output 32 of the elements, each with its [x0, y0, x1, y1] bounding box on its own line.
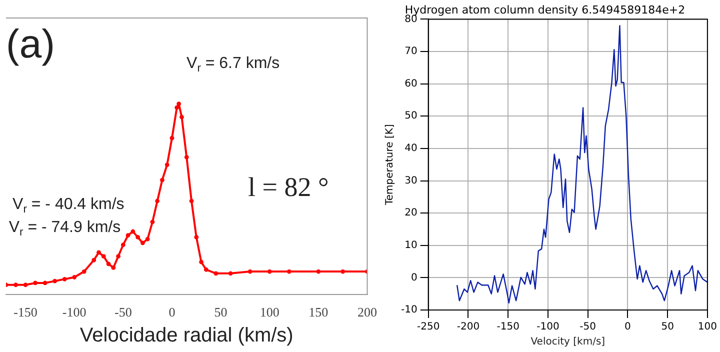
x-tick-label: -250: [416, 322, 440, 333]
y-tick-label: 10: [404, 240, 418, 251]
y-axis-title: Temperature [K]: [384, 124, 396, 206]
y-tick-label: -10: [400, 304, 418, 316]
text: (a): [6, 22, 55, 66]
y-tick-label: 60: [404, 78, 418, 90]
x-tick-label: 0: [624, 322, 631, 333]
x-tick-label: -150: [14, 304, 38, 320]
x-tick-label: 150: [308, 304, 328, 320]
annotation: l = 82 °: [248, 172, 329, 202]
x-tick-label: -50: [580, 322, 596, 333]
y-tick-label: 50: [404, 110, 418, 122]
y-tick-label: 0: [410, 272, 418, 284]
x-tick-label: 0: [168, 304, 176, 320]
x-tick-label: 200: [358, 304, 377, 320]
y-tick-label: 80: [404, 14, 418, 25]
x-tick-label: -200: [456, 322, 480, 333]
chart-title: Hydrogen atom column density 6.5494589184e+2: [404, 3, 686, 16]
x-axis-title: Velocidade radial (km/s): [80, 324, 294, 347]
y-tick-label: 20: [404, 208, 418, 219]
x-tick-label: -50: [114, 304, 132, 320]
x-tick-label: -100: [62, 304, 86, 320]
x-axis-title: Velocity [km/s]: [530, 336, 606, 348]
x-tick-label: 100: [260, 304, 280, 320]
x-tick-label: -150: [496, 322, 520, 333]
y-tick-label: 40: [404, 143, 418, 154]
x-tick-label: 50: [661, 322, 674, 333]
x-tick-label: -100: [536, 322, 560, 333]
y-tick-label: 30: [404, 175, 418, 186]
y-tick-label: 70: [404, 46, 418, 58]
x-tick-label: 100: [698, 322, 718, 333]
x-tick-label: 50: [214, 304, 228, 320]
